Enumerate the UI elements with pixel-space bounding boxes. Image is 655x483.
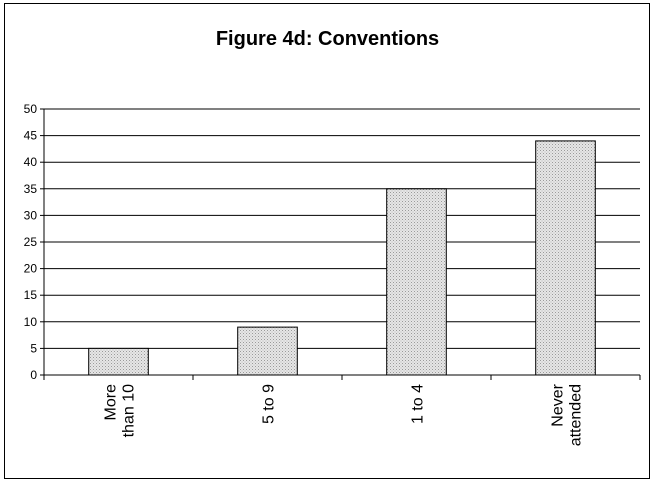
- bar: [386, 188, 447, 376]
- y-tick-label: 40: [24, 155, 38, 169]
- x-category-label: 1 to 4: [410, 384, 427, 424]
- y-tick-label: 50: [24, 102, 38, 116]
- bar: [535, 140, 596, 376]
- y-tick-label: 5: [30, 341, 37, 355]
- x-category-label: than 10: [121, 384, 138, 437]
- bar: [237, 326, 298, 376]
- x-category-label: 5 to 9: [261, 384, 278, 424]
- y-tick-label: 45: [24, 129, 38, 143]
- x-category-label: More: [103, 384, 120, 421]
- chart-title: Figure 4d: Conventions: [215, 28, 440, 50]
- y-tick-label: 35: [24, 182, 38, 196]
- bar: [88, 347, 149, 376]
- y-tick-label: 20: [24, 262, 38, 276]
- y-tick-label: 0: [30, 368, 37, 382]
- x-category-label: attended: [568, 384, 585, 446]
- x-category-label: Never: [550, 383, 567, 426]
- y-tick-label: 30: [24, 208, 38, 222]
- y-tick-label: 25: [24, 235, 38, 249]
- y-tick-label: 15: [24, 288, 38, 302]
- y-tick-label: 10: [24, 315, 38, 329]
